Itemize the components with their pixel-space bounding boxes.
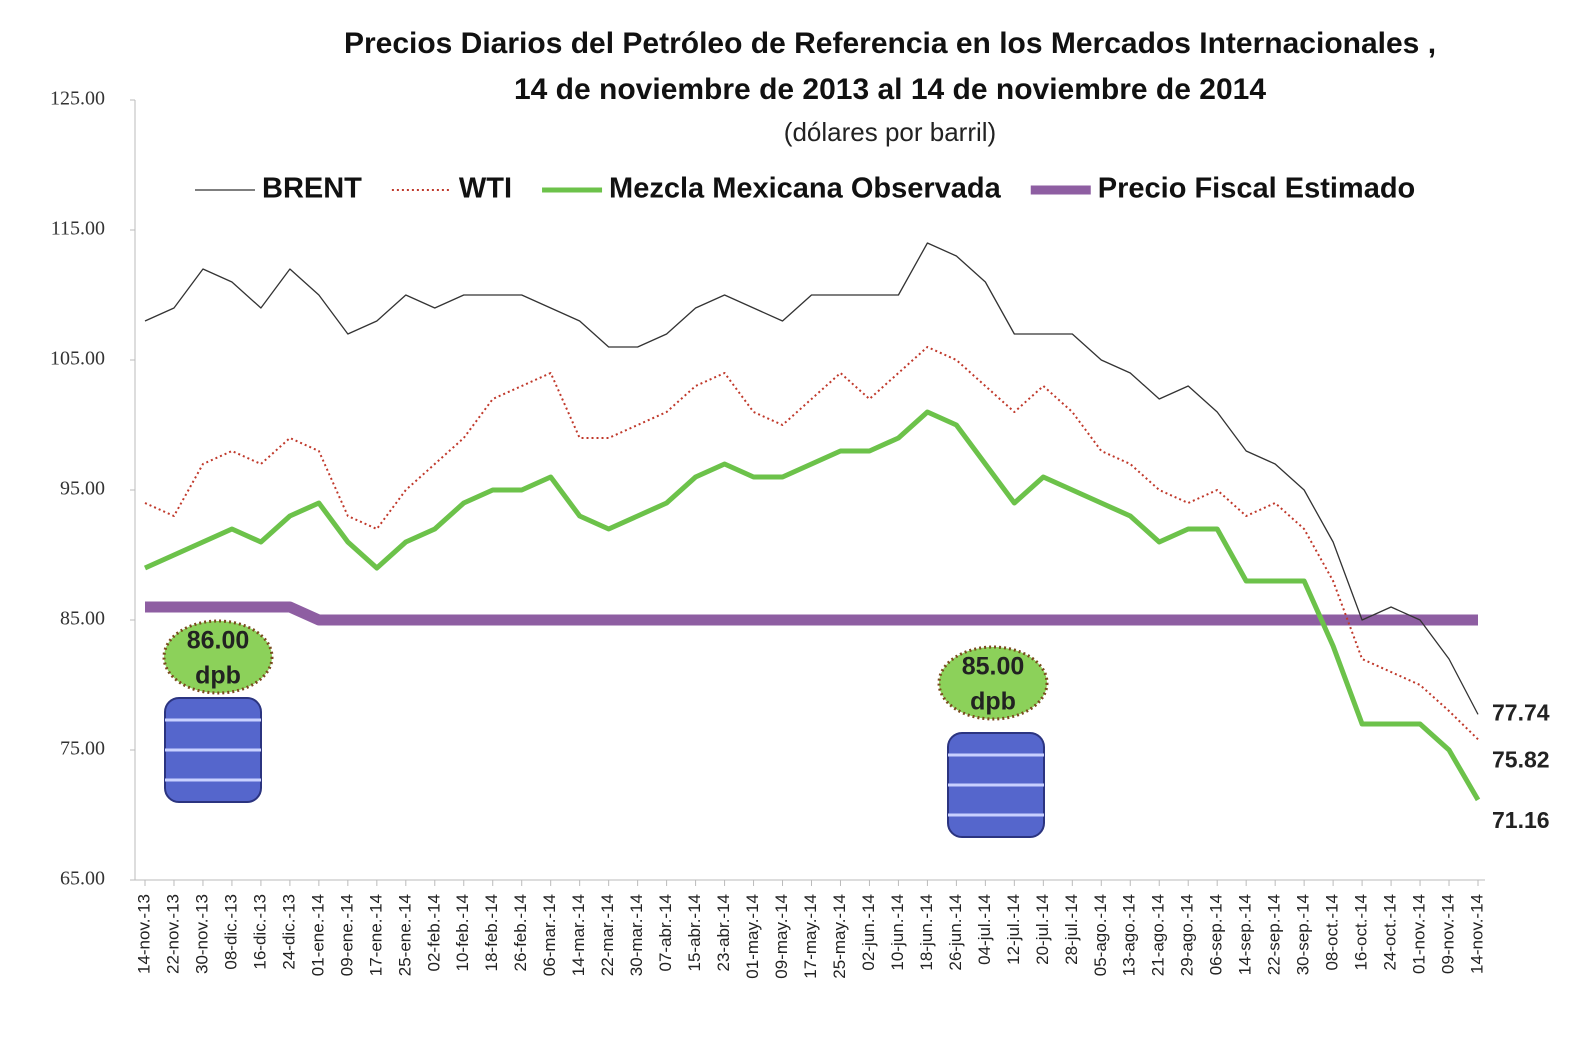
- end-label: 77.74: [1492, 699, 1550, 725]
- x-tick-label: 14-mar.-14: [569, 894, 588, 976]
- x-tick-label: 22-nov.-13: [163, 894, 182, 974]
- x-tick-label: 30-mar.-14: [627, 894, 646, 976]
- x-tick-label: 17-ene.-14: [366, 894, 385, 976]
- annotation-text: 85.00: [962, 653, 1025, 681]
- x-tick-label: 18-feb.-14: [482, 894, 501, 972]
- x-tick-label: 02-feb.-14: [424, 894, 443, 972]
- unit-label: (dólares por barril): [784, 117, 996, 147]
- y-tick-label: 105.00: [50, 348, 105, 370]
- x-tick-label: 08-oct.-14: [1323, 894, 1342, 971]
- x-tick-label: 13-ago.-14: [1120, 894, 1139, 976]
- y-tick-label: 75.00: [60, 738, 105, 760]
- x-tick-label: 09-ene.-14: [337, 894, 356, 976]
- x-tick-label: 12-jul.-14: [1004, 894, 1023, 965]
- annotation-text: dpb: [970, 688, 1016, 716]
- x-tick-label: 05-ago.-14: [1091, 894, 1110, 976]
- x-tick-label: 30-nov.-13: [192, 894, 211, 974]
- x-tick-label: 15-abr.-14: [685, 894, 704, 972]
- x-tick-label: 06-sep.-14: [1207, 894, 1226, 975]
- x-tick-label: 16-dic.-13: [250, 894, 269, 970]
- y-tick-label: 115.00: [51, 218, 105, 240]
- y-tick-label: 65.00: [60, 868, 105, 890]
- x-tick-label: 07-abr.-14: [656, 894, 675, 972]
- annotation-text: 86.00: [187, 627, 250, 655]
- y-tick-label: 125.00: [50, 88, 105, 110]
- x-tick-label: 01-ene.-14: [308, 894, 327, 976]
- chart: Precios Diarios del Petróleo de Referenc…: [0, 0, 1585, 1037]
- x-tick-label: 02-jun.-14: [859, 894, 878, 971]
- y-tick-label: 95.00: [60, 478, 105, 500]
- x-tick-label: 10-jun.-14: [888, 894, 907, 971]
- x-tick-label: 08-dic.-13: [221, 894, 240, 970]
- x-tick-label: 10-feb.-14: [453, 894, 472, 972]
- x-tick-label: 09-nov.-14: [1439, 894, 1458, 974]
- x-tick-label: 25-may.-14: [830, 894, 849, 979]
- series-line: [145, 243, 1478, 714]
- y-tick-label: 85.00: [60, 608, 105, 630]
- x-tick-label: 28-jul.-14: [1062, 894, 1081, 965]
- x-tick-label: 30-sep.-14: [1294, 894, 1313, 975]
- x-tick-label: 23-abr.-14: [714, 894, 733, 972]
- series-line: [145, 607, 1478, 620]
- x-tick-label: 04-jul.-14: [975, 894, 994, 965]
- x-tick-label: 26-feb.-14: [511, 894, 530, 972]
- x-tick-label: 01-may.-14: [743, 894, 762, 979]
- x-tick-label: 14-nov.-13: [134, 894, 153, 974]
- annotation-text: dpb: [195, 662, 241, 690]
- x-tick-label: 18-jun.-14: [917, 894, 936, 971]
- x-tick-label: 24-dic.-13: [279, 894, 298, 970]
- x-tick-label: 21-ago.-14: [1149, 894, 1168, 976]
- x-tick-label: 22-sep.-14: [1265, 894, 1284, 975]
- x-tick-label: 06-mar.-14: [540, 894, 559, 976]
- x-tick-label: 14-nov.-14: [1467, 894, 1486, 974]
- x-tick-label: 26-jun.-14: [946, 894, 965, 971]
- end-label: 71.16: [1492, 807, 1550, 833]
- x-tick-label: 09-may.-14: [772, 894, 791, 979]
- x-tick-label: 22-mar.-14: [598, 894, 617, 976]
- chart-title: Precios Diarios del Petróleo de Referenc…: [344, 27, 1436, 60]
- legend-label: Mezcla Mexicana Observada: [609, 173, 1002, 205]
- x-tick-label: 16-oct.-14: [1352, 894, 1371, 971]
- end-label: 75.82: [1492, 746, 1550, 772]
- legend-label: BRENT: [262, 173, 362, 205]
- chart-subtitle: 14 de noviembre de 2013 al 14 de noviemb…: [514, 73, 1266, 106]
- x-tick-label: 25-ene.-14: [395, 894, 414, 976]
- x-tick-label: 01-nov.-14: [1410, 894, 1429, 974]
- x-tick-label: 14-sep.-14: [1236, 894, 1255, 975]
- legend-label: WTI: [459, 173, 512, 205]
- page: Precios Diarios del Petróleo de Referenc…: [0, 0, 1585, 1042]
- series-line: [145, 412, 1478, 800]
- legend-label: Precio Fiscal Estimado: [1098, 173, 1416, 205]
- x-tick-label: 24-oct.-14: [1381, 894, 1400, 971]
- x-tick-label: 17-may.-14: [801, 894, 820, 979]
- series-line: [145, 347, 1478, 739]
- x-tick-label: 20-jul.-14: [1033, 894, 1052, 965]
- x-tick-label: 29-ago.-14: [1178, 894, 1197, 976]
